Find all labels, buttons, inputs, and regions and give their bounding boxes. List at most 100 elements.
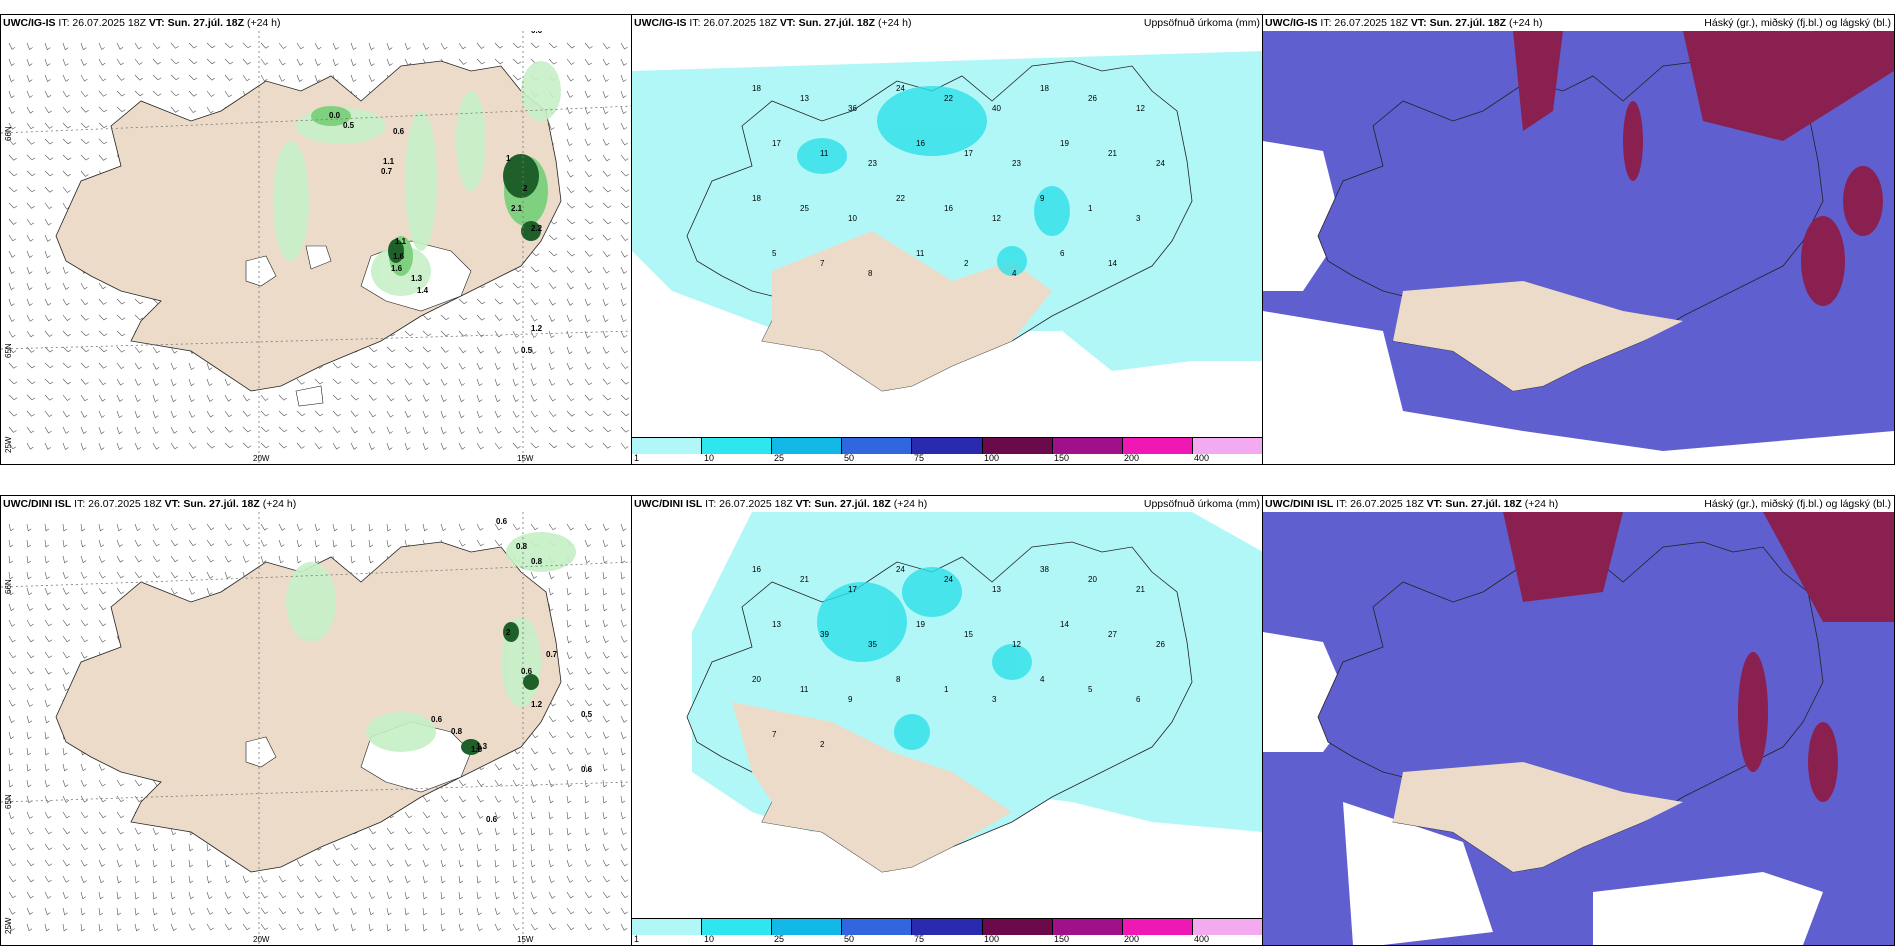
wind-barb	[44, 811, 52, 819]
wind-barb	[548, 426, 557, 433]
wind-barb	[134, 298, 144, 305]
wind-barb	[152, 571, 161, 579]
wind-barb	[296, 891, 305, 899]
accum-value-label: 20	[752, 675, 761, 684]
wind-barb	[242, 74, 251, 82]
wind-barb	[350, 539, 356, 548]
wind-barb	[44, 122, 53, 129]
wind-barb	[206, 426, 215, 434]
wind-barb	[134, 58, 143, 65]
wind-barb	[584, 266, 593, 274]
wind-barb	[548, 330, 555, 339]
wind-barb	[8, 715, 15, 723]
wind-barb	[548, 715, 557, 723]
wind-barb	[602, 314, 609, 323]
wind-barb	[440, 875, 446, 884]
wind-barb	[80, 875, 87, 883]
wind-barb	[62, 619, 71, 627]
wind-barb	[44, 90, 52, 98]
cloud-map[interactable]	[1263, 512, 1894, 945]
accum-precip-map[interactable]: 1813362422401826121711231617231921241825…	[632, 31, 1263, 437]
accum-value-label: 1	[944, 685, 949, 694]
accum-value-label: 21	[1108, 149, 1117, 158]
cloud-map[interactable]	[1263, 31, 1894, 464]
wind-barb	[494, 779, 502, 787]
wind-barb	[548, 346, 555, 355]
wind-barb	[368, 827, 377, 835]
wind-barb	[8, 346, 17, 354]
wind-barb	[62, 282, 70, 290]
wind-barb	[26, 170, 36, 177]
wind-barb	[458, 298, 468, 305]
wind-barb	[368, 74, 375, 82]
wind-barb	[242, 58, 251, 65]
wind-barb	[494, 811, 501, 820]
wind-barb	[332, 843, 340, 851]
colorbar-label: 400	[1194, 934, 1210, 944]
wind-barb	[566, 635, 572, 644]
wind-barb	[26, 442, 34, 450]
wind-barb	[512, 394, 519, 402]
wind-barb	[188, 523, 196, 531]
wind-barb	[458, 827, 466, 835]
wind-barb	[566, 731, 574, 739]
wind-barb	[620, 875, 629, 883]
wind-barb	[566, 410, 575, 417]
wind-barb	[584, 795, 590, 804]
wind-barb	[62, 346, 72, 353]
wind-barb	[620, 811, 626, 820]
wind-barb	[62, 442, 69, 451]
wind-barb	[566, 186, 575, 194]
wind-barb	[26, 651, 35, 659]
wind-precip-map[interactable]: 0.60.80.820.70.61.31.20.50.60.60.81.80.6…	[1, 512, 632, 945]
wind-barb	[566, 394, 575, 402]
wind-barb	[26, 603, 33, 611]
wind-barb	[476, 58, 486, 65]
wind-barb	[584, 891, 593, 899]
colorbar-bin	[1122, 919, 1193, 935]
colorbar-label: 100	[984, 934, 1000, 944]
wind-barb	[206, 42, 216, 49]
wind-barb	[386, 843, 395, 851]
wind-barb	[62, 42, 69, 51]
wind-barb	[476, 827, 483, 836]
wind-barb	[8, 651, 17, 659]
wind-barb	[152, 523, 160, 531]
wind-barb	[44, 699, 51, 708]
wind-barb	[458, 843, 465, 852]
wind-barb	[566, 138, 573, 147]
wind-barb	[152, 907, 158, 916]
accum-precip-map[interactable]: 1621172424133820211339351915121427262011…	[632, 512, 1263, 918]
wind-barb	[368, 923, 374, 932]
wind-barb	[260, 58, 269, 66]
wind-barb	[80, 138, 90, 145]
wind-barb	[512, 843, 518, 852]
wind-barb	[8, 90, 15, 99]
wind-barb	[206, 106, 214, 114]
accum-value-label: 26	[1088, 94, 1097, 103]
wind-barb	[134, 907, 140, 916]
wind-barb	[80, 571, 88, 579]
wind-barb	[422, 827, 430, 835]
wind-barb	[26, 122, 35, 130]
wind-barb	[80, 859, 88, 867]
wind-barb	[170, 394, 177, 403]
wind-barb	[8, 907, 16, 915]
wind-barb	[80, 442, 87, 451]
accum-value-label: 11	[800, 685, 809, 694]
clear-south-land	[1393, 762, 1683, 872]
wind-barb	[584, 74, 592, 82]
wind-barb	[80, 74, 88, 82]
wind-barb	[80, 378, 89, 385]
wind-barb	[170, 74, 180, 81]
wind-barb	[206, 90, 215, 97]
wind-barb	[206, 58, 216, 65]
wind-barb	[602, 394, 612, 401]
wind-precip-map[interactable]: 0.60.00.50.61.10.7121.11.61.61.31.42.21.…	[1, 31, 632, 464]
wind-barb	[80, 330, 90, 337]
wind-barb	[116, 811, 125, 819]
wind-barb	[152, 90, 162, 97]
wind-barb	[80, 362, 90, 369]
wind-barb	[620, 394, 630, 401]
wind-barb	[26, 186, 36, 193]
